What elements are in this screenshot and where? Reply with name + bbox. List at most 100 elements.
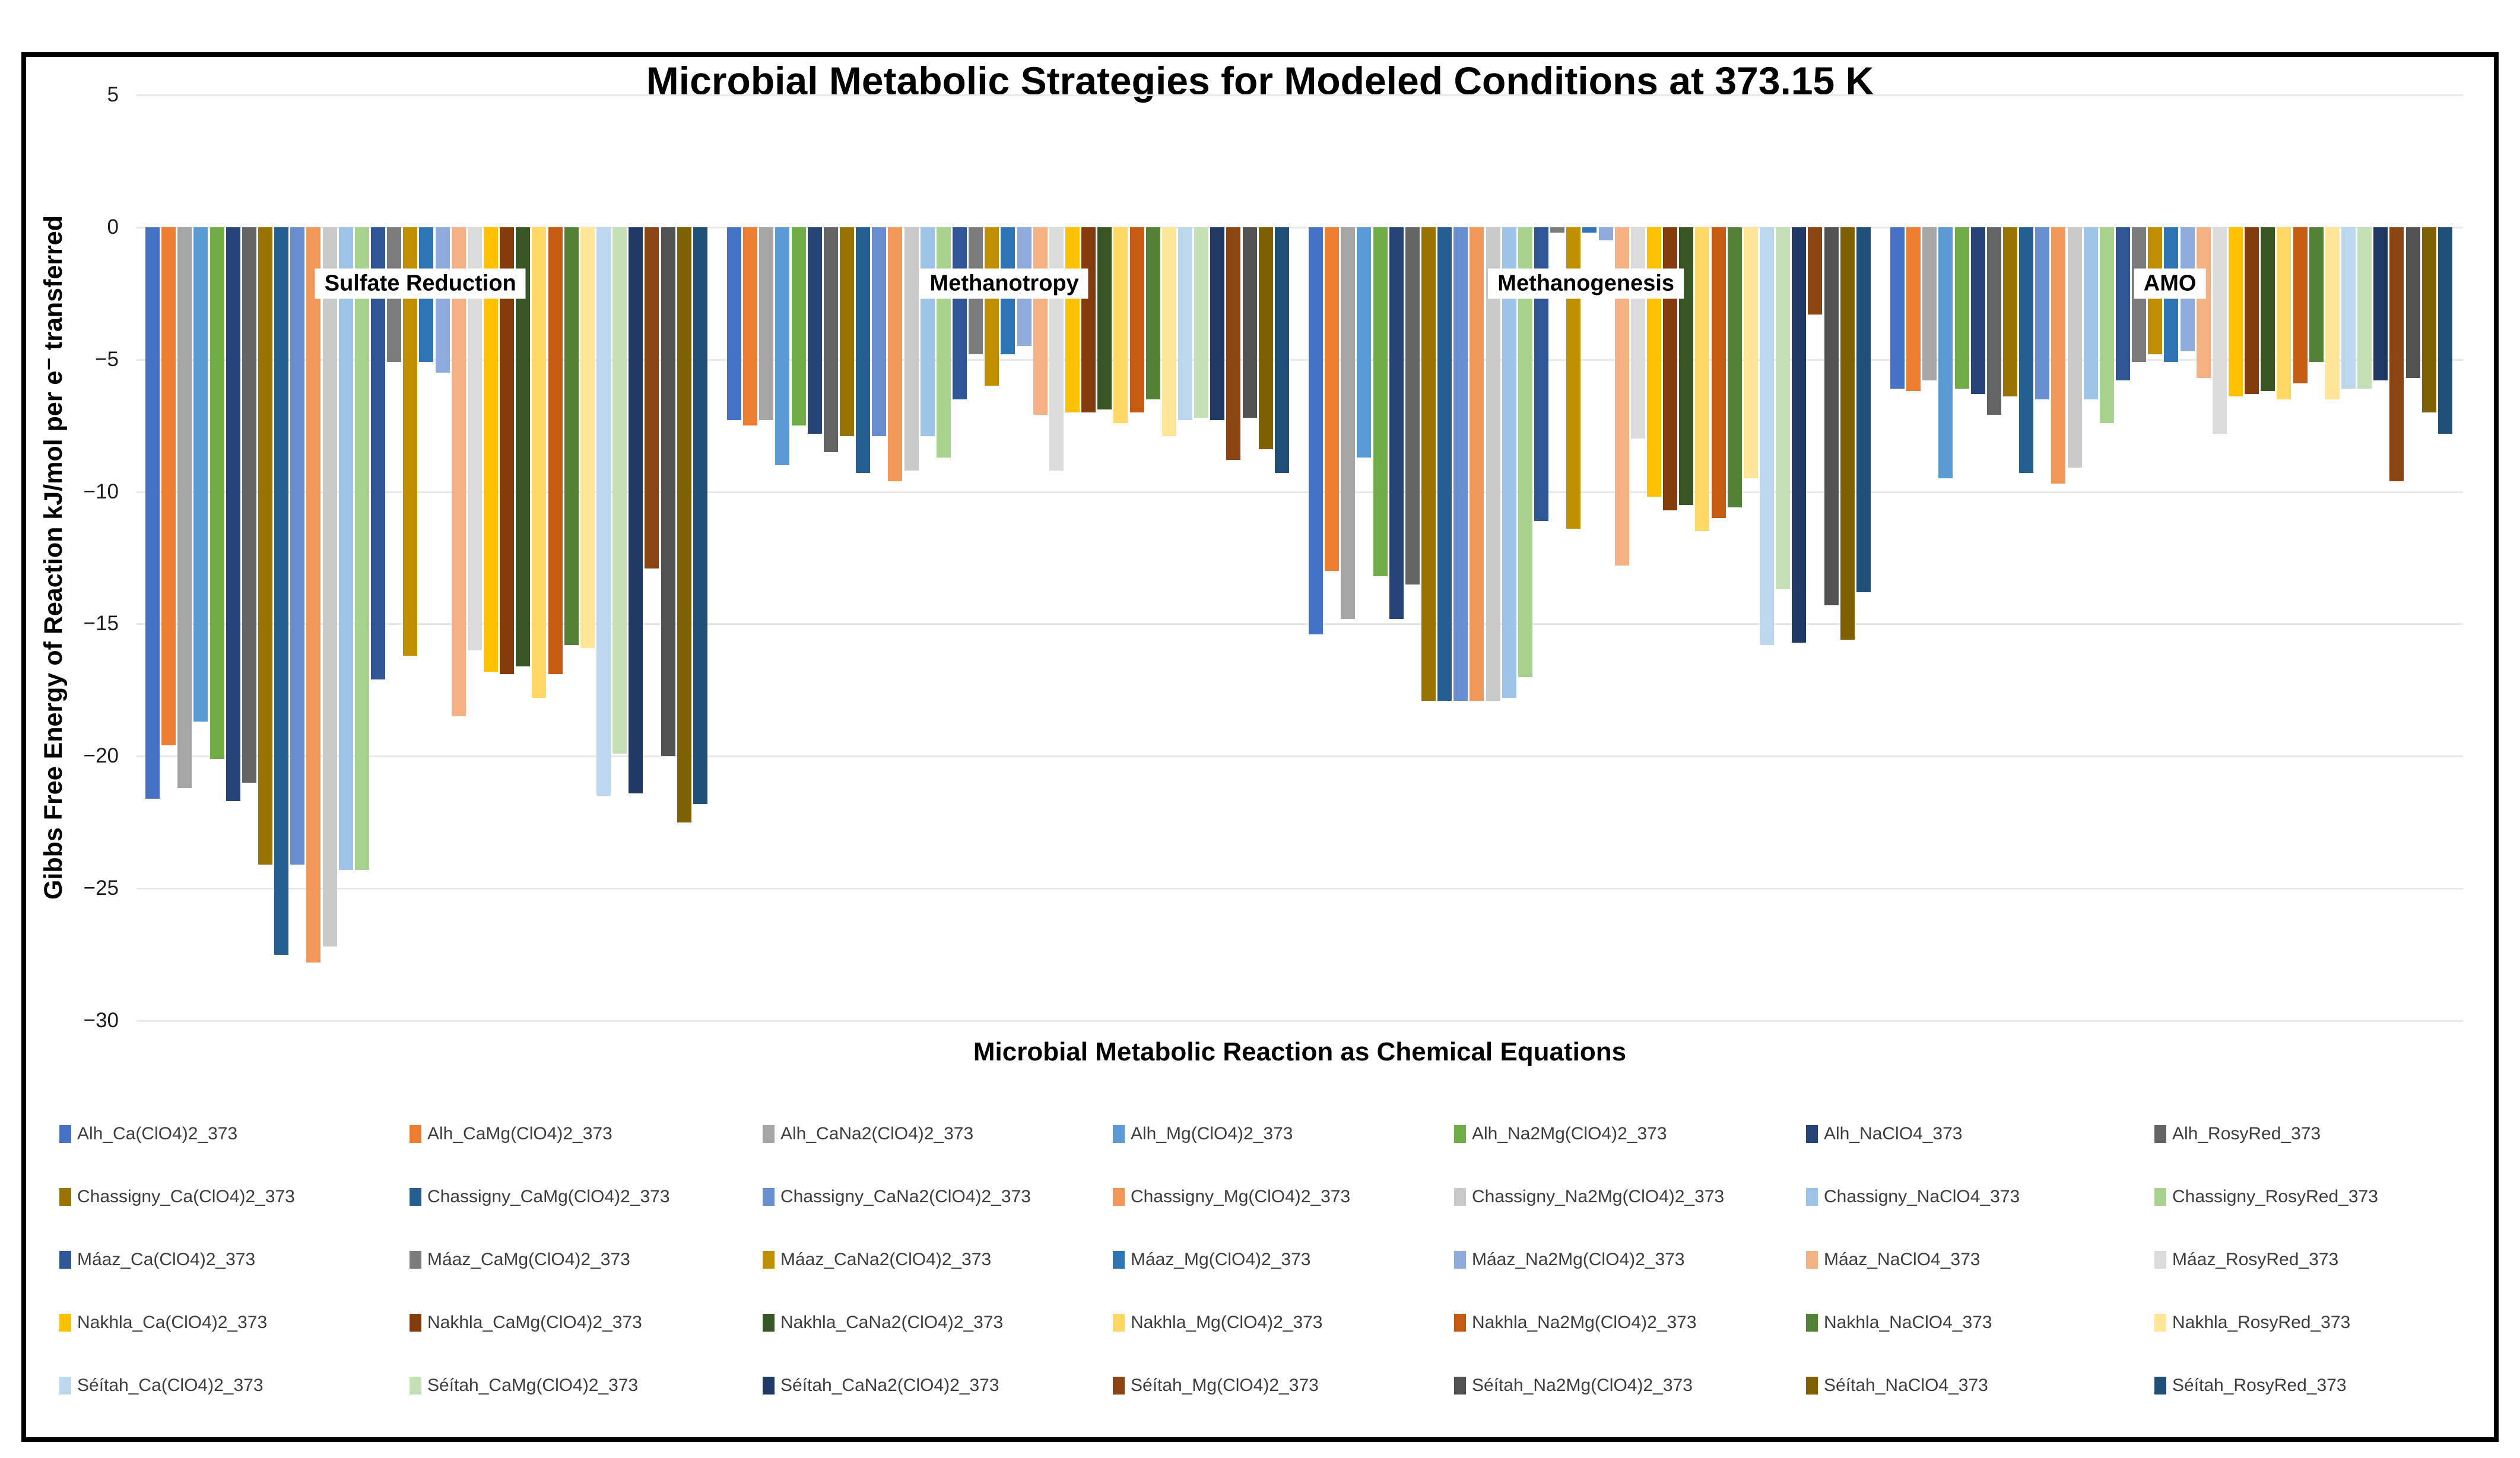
y-tick-label: −5 bbox=[95, 347, 119, 371]
gridline bbox=[137, 226, 2463, 228]
legend-swatch-icon bbox=[59, 1188, 71, 1206]
legend-item-Máaz_Na2Mg(ClO4)2_373: Máaz_Na2Mg(ClO4)2_373 bbox=[1454, 1247, 1685, 1273]
bar-Máaz_Na2Mg(ClO4)2_373-Methanogenesis bbox=[1598, 227, 1613, 241]
bar-Alh_Mg(ClO4)2_373-Methanotropy bbox=[775, 227, 790, 465]
legend-item-Nakhla_NaClO4_373: Nakhla_NaClO4_373 bbox=[1806, 1310, 1992, 1336]
bar-Chassigny_NaClO4_373-Methanogenesis bbox=[1502, 227, 1516, 698]
bar-Máaz_Ca(ClO4)2_373-Methanogenesis bbox=[1534, 227, 1548, 521]
legend-swatch-icon bbox=[59, 1251, 71, 1269]
bar-Alh_RosyRed_373-Methanogenesis bbox=[1405, 227, 1420, 585]
bar-Alh_CaMg(ClO4)2_373-AMO bbox=[1906, 227, 1921, 392]
legend-label: Séítah_Mg(ClO4)2_373 bbox=[1131, 1376, 1319, 1395]
bar-Alh_CaNa2(ClO4)2_373-Sulfate Reduction bbox=[177, 227, 192, 788]
legend-item-Máaz_CaNa2(ClO4)2_373: Máaz_CaNa2(ClO4)2_373 bbox=[763, 1247, 991, 1273]
bar-Alh_RosyRed_373-Sulfate Reduction bbox=[242, 227, 256, 783]
gridline bbox=[137, 358, 2463, 361]
legend-swatch-icon bbox=[410, 1377, 421, 1395]
legend-item-Chassigny_Mg(ClO4)2_373: Chassigny_Mg(ClO4)2_373 bbox=[1113, 1184, 1350, 1210]
bar-Chassigny_RosyRed_373-AMO bbox=[2099, 227, 2114, 423]
legend: Alh_Ca(ClO4)2_373 Alh_CaMg(ClO4)2_373 Alh_… bbox=[26, 57, 2494, 1437]
legend-item-Alh_CaNa2(ClO4)2_373: Alh_CaNa2(ClO4)2_373 bbox=[763, 1121, 973, 1147]
bar-Séítah_Ca(ClO4)2_373-Sulfate Reduction bbox=[596, 227, 611, 796]
legend-label: Nakhla_RosyRed_373 bbox=[2172, 1313, 2351, 1332]
bar-Nakhla_CaNa2(ClO4)2_373-AMO bbox=[2261, 227, 2275, 392]
bar-Máaz_RosyRed_373-Sulfate Reduction bbox=[467, 227, 482, 650]
legend-swatch-icon bbox=[1806, 1251, 1818, 1269]
y-tick-label: 0 bbox=[107, 215, 119, 239]
y-axis-tick-labels: 5 0 −5 −10 −15 −20 −25 −30 bbox=[26, 83, 128, 1032]
y-tick-label: −10 bbox=[83, 479, 119, 503]
bar-Séítah_Mg(ClO4)2_373-Methanogenesis bbox=[1808, 227, 1823, 315]
bar-Séítah_Ca(ClO4)2_373-Methanogenesis bbox=[1760, 227, 1774, 646]
bar-Séítah_Na2Mg(ClO4)2_373-Methanogenesis bbox=[1824, 227, 1839, 606]
legend-swatch-icon bbox=[1113, 1125, 1125, 1143]
bar-Chassigny_RosyRed_373-Sulfate Reduction bbox=[354, 227, 369, 870]
legend-label: Nakhla_CaNa2(ClO4)2_373 bbox=[780, 1313, 1004, 1332]
bar-Séítah_Mg(ClO4)2_373-Methanotropy bbox=[1226, 227, 1241, 460]
bar-Nakhla_Mg(ClO4)2_373-AMO bbox=[2277, 227, 2292, 399]
bar-Séítah_CaMg(ClO4)2_373-Methanogenesis bbox=[1776, 227, 1791, 590]
bar-Nakhla_Na2Mg(ClO4)2_373-Sulfate Reduction bbox=[548, 227, 563, 675]
gridline bbox=[137, 1020, 2463, 1022]
bar-Nakhla_CaMg(ClO4)2_373-AMO bbox=[2245, 227, 2259, 394]
legend-label: Nakhla_Mg(ClO4)2_373 bbox=[1131, 1313, 1323, 1332]
legend-swatch-icon bbox=[2154, 1251, 2166, 1269]
bar-Nakhla_NaClO4_373-AMO bbox=[2309, 227, 2324, 363]
bar-Alh_CaNa2(ClO4)2_373-Methanogenesis bbox=[1341, 227, 1356, 619]
bar-Séítah_Na2Mg(ClO4)2_373-AMO bbox=[2405, 227, 2420, 378]
legend-label: Máaz_CaMg(ClO4)2_373 bbox=[427, 1250, 630, 1269]
bar-Máaz_RosyRed_373-AMO bbox=[2212, 227, 2227, 434]
y-tick-label: −15 bbox=[83, 612, 119, 636]
bar-Nakhla_RosyRed_373-Sulfate Reduction bbox=[580, 227, 595, 648]
bar-Alh_NaClO4_373-Sulfate Reduction bbox=[226, 227, 240, 802]
legend-label: Máaz_RosyRed_373 bbox=[2172, 1250, 2339, 1269]
bar-Chassigny_Mg(ClO4)2_373-AMO bbox=[2051, 227, 2066, 484]
legend-item-Nakhla_RosyRed_373: Nakhla_RosyRed_373 bbox=[2154, 1310, 2350, 1336]
legend-swatch-icon bbox=[2154, 1314, 2166, 1332]
category-label-Sulfate Reduction: Sulfate Reduction bbox=[315, 268, 526, 299]
legend-label: Chassigny_CaMg(ClO4)2_373 bbox=[427, 1187, 670, 1206]
legend-label: Nakhla_CaMg(ClO4)2_373 bbox=[427, 1313, 642, 1332]
bar-Séítah_CaNa2(ClO4)2_373-Methanotropy bbox=[1210, 227, 1225, 421]
bar-Alh_Na2Mg(ClO4)2_373-Sulfate Reduction bbox=[210, 227, 224, 759]
bar-Chassigny_CaMg(ClO4)2_373-Methanotropy bbox=[856, 227, 871, 474]
bar-Alh_Mg(ClO4)2_373-Sulfate Reduction bbox=[193, 227, 208, 722]
legend-item-Séítah_CaNa2(ClO4)2_373: Séítah_CaNa2(ClO4)2_373 bbox=[763, 1373, 999, 1399]
legend-label: Chassigny_NaClO4_373 bbox=[1824, 1187, 2020, 1206]
bar-Chassigny_Na2Mg(ClO4)2_373-AMO bbox=[2067, 227, 2082, 468]
gridline bbox=[137, 491, 2463, 493]
legend-label: Alh_Na2Mg(ClO4)2_373 bbox=[1472, 1124, 1667, 1143]
legend-label: Chassigny_Mg(ClO4)2_373 bbox=[1131, 1187, 1351, 1206]
bar-Chassigny_CaNa2(ClO4)2_373-Methanotropy bbox=[872, 227, 887, 436]
legend-item-Máaz_CaMg(ClO4)2_373: Máaz_CaMg(ClO4)2_373 bbox=[410, 1247, 630, 1273]
bar-Chassigny_NaClO4_373-Sulfate Reduction bbox=[338, 227, 353, 870]
legend-item-Séítah_CaMg(ClO4)2_373: Séítah_CaMg(ClO4)2_373 bbox=[410, 1373, 638, 1399]
legend-swatch-icon bbox=[1113, 1377, 1125, 1395]
bar-Nakhla_Ca(ClO4)2_373-Sulfate Reduction bbox=[484, 227, 498, 672]
bar-Alh_Na2Mg(ClO4)2_373-AMO bbox=[1954, 227, 1969, 389]
bar-Máaz_Na2Mg(ClO4)2_373-Sulfate Reduction bbox=[435, 227, 450, 373]
bar-Séítah_CaMg(ClO4)2_373-Sulfate Reduction bbox=[612, 227, 627, 754]
bar-Alh_NaClO4_373-AMO bbox=[1970, 227, 1985, 394]
gridline bbox=[137, 755, 2463, 758]
legend-swatch-icon bbox=[410, 1251, 421, 1269]
legend-item-Chassigny_RosyRed_373: Chassigny_RosyRed_373 bbox=[2154, 1184, 2378, 1210]
legend-swatch-icon bbox=[1454, 1377, 1466, 1395]
bar-Nakhla_NaClO4_373-Sulfate Reduction bbox=[564, 227, 579, 646]
bar-Séítah_CaMg(ClO4)2_373-Methanotropy bbox=[1194, 227, 1209, 418]
legend-label: Séítah_Ca(ClO4)2_373 bbox=[77, 1376, 264, 1395]
bar-Chassigny_CaMg(ClO4)2_373-Methanogenesis bbox=[1437, 227, 1452, 701]
legend-swatch-icon bbox=[2154, 1188, 2166, 1206]
bar-Máaz_NaClO4_373-Methanogenesis bbox=[1614, 227, 1629, 566]
legend-label: Séítah_Na2Mg(ClO4)2_373 bbox=[1472, 1376, 1693, 1395]
bar-Chassigny_Ca(ClO4)2_373-Sulfate Reduction bbox=[258, 227, 272, 865]
bar-Alh_Ca(ClO4)2_373-Sulfate Reduction bbox=[145, 227, 160, 799]
gridline bbox=[137, 623, 2463, 625]
bar-Alh_CaMg(ClO4)2_373-Methanotropy bbox=[743, 227, 758, 426]
bar-Séítah_NaClO4_373-Methanogenesis bbox=[1840, 227, 1855, 640]
legend-swatch-icon bbox=[1806, 1125, 1818, 1143]
legend-label: Alh_Ca(ClO4)2_373 bbox=[77, 1124, 238, 1143]
legend-label: Nakhla_Na2Mg(ClO4)2_373 bbox=[1472, 1313, 1697, 1332]
bar-Chassigny_CaMg(ClO4)2_373-Sulfate Reduction bbox=[274, 227, 289, 955]
legend-swatch-icon bbox=[763, 1188, 775, 1206]
